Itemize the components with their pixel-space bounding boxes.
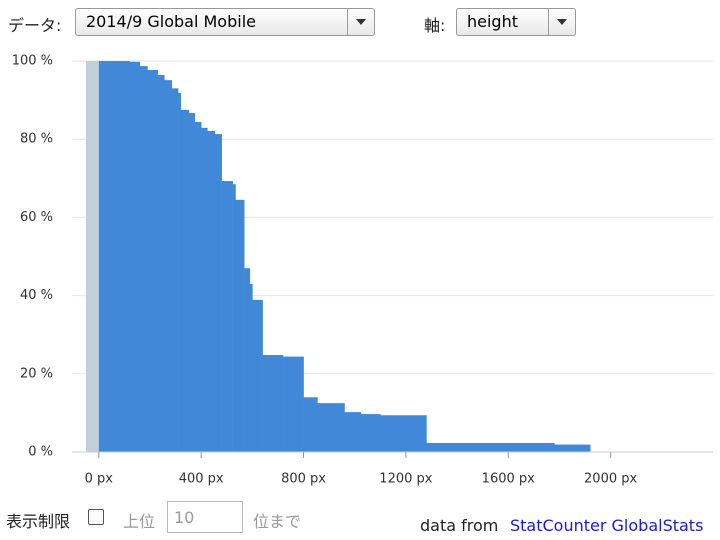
- step-bar: [139, 66, 148, 452]
- y-tick-label: 40 %: [20, 288, 53, 303]
- y-tick-label: 60 %: [20, 210, 53, 225]
- step-bar: [157, 75, 165, 453]
- data-select[interactable]: 2014/9 Global Mobile: [75, 8, 375, 36]
- source-link[interactable]: StatCounter GlobalStats: [510, 516, 704, 535]
- x-tick-label: 1200 px: [379, 472, 432, 487]
- step-bar: [244, 268, 251, 452]
- step-bar: [360, 414, 381, 452]
- step-bar: [380, 415, 427, 452]
- step-bar: [207, 130, 216, 452]
- step-bar: [283, 356, 304, 452]
- step-bar: [194, 121, 202, 452]
- rank-prefix: 上位: [123, 512, 156, 531]
- x-tick-label: 0 px: [85, 472, 114, 487]
- axis-select-value: height: [467, 12, 518, 31]
- step-bar: [164, 80, 173, 452]
- limit-checkbox[interactable]: [88, 509, 104, 525]
- step-bar: [303, 397, 318, 452]
- select-arrow: [548, 9, 575, 35]
- step-bar: [426, 443, 555, 452]
- y-tick-label: 80 %: [20, 132, 53, 147]
- x-tick-label: 800 px: [281, 472, 326, 487]
- step-bar: [252, 299, 263, 452]
- step-bar: [188, 113, 196, 453]
- rank-value: 10: [174, 508, 195, 527]
- step-bar: [554, 444, 591, 452]
- x-tick-label: 400 px: [179, 472, 224, 487]
- offset-band: [86, 61, 99, 452]
- step-bar: [98, 61, 130, 452]
- y-tick-label: 100 %: [12, 54, 53, 69]
- step-bar: [317, 403, 345, 452]
- step-bar: [180, 109, 190, 452]
- y-tick-label: 20 %: [20, 366, 53, 381]
- x-tick-label: 1600 px: [482, 472, 535, 487]
- limit-label: 表示制限: [6, 512, 71, 531]
- step-bar: [214, 134, 222, 452]
- axis-select[interactable]: height: [456, 8, 576, 36]
- step-bar: [178, 93, 181, 452]
- rank-input[interactable]: 10: [167, 501, 243, 533]
- step-bar: [262, 355, 284, 452]
- step-bar: [232, 184, 236, 453]
- x-tick-label: 2000 px: [584, 472, 637, 487]
- data-label: データ:: [8, 16, 62, 35]
- source-label: data from: [420, 516, 499, 535]
- axis-label: 軸:: [424, 16, 446, 35]
- step-bar: [129, 61, 141, 452]
- step-bar: [249, 283, 253, 452]
- step-bar: [147, 69, 158, 453]
- rank-suffix: 位まで: [253, 512, 302, 531]
- step-bar: [221, 181, 233, 453]
- data-select-value: 2014/9 Global Mobile: [86, 12, 256, 31]
- step-bar: [201, 127, 208, 453]
- y-tick-label: 0 %: [28, 445, 53, 460]
- select-arrow: [347, 9, 374, 35]
- step-bar: [171, 88, 179, 453]
- step-bar: [235, 199, 245, 452]
- step-bar: [344, 412, 362, 452]
